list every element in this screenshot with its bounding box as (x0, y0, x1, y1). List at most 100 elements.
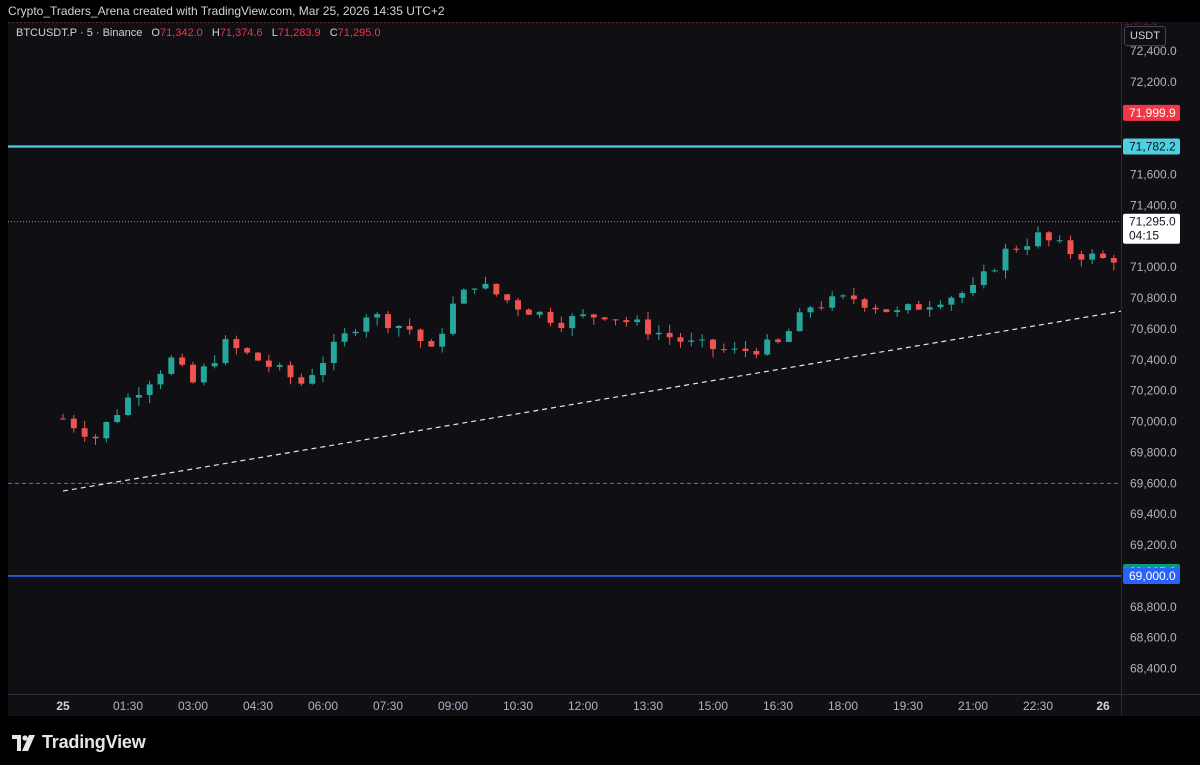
candle-body (179, 357, 186, 365)
candle-body (330, 341, 337, 364)
candle-body (244, 348, 251, 353)
candle-body (547, 311, 554, 323)
candle-body (818, 307, 825, 309)
last-price-tag-bg (1123, 213, 1180, 244)
high-value: 71,374.6 (219, 27, 263, 39)
candle (775, 338, 781, 344)
price-tick-label: 71,400.0 (1130, 199, 1177, 213)
candle-body (926, 307, 933, 310)
price-scale-canvas[interactable]: 72,400.072,200.071,800.071,600.071,400.0… (1119, 17, 1200, 694)
candle-body (775, 339, 781, 342)
candle-body (363, 317, 370, 332)
candle-body (504, 294, 511, 301)
ohlc-legend: BTCUSDT.P · 5 · Binance O71,342.0 H71,37… (16, 27, 381, 39)
candle-body (807, 307, 814, 313)
candle-body (742, 348, 749, 351)
candle (569, 313, 576, 336)
candle-body (937, 304, 944, 308)
close-key: C (329, 27, 338, 39)
candle (829, 291, 836, 311)
tradingview-logo[interactable]: TradingView (12, 732, 146, 753)
candle (298, 373, 305, 386)
candle-body (710, 339, 716, 350)
candle-body (1056, 240, 1063, 242)
support-price-tag: 69,000.0 (1129, 569, 1176, 583)
candle (850, 287, 857, 305)
candle (60, 413, 66, 420)
candle-body (677, 337, 684, 342)
time-scale[interactable]: 25 01:30 03:00 04:30 06:00 07:30 09:00 10:30 12:… (8, 694, 1121, 717)
candle (1089, 249, 1096, 265)
time-scale-canvas[interactable]: 25 01:30 03:00 04:30 06:00 07:30 09:00 10:30 12:… (8, 695, 1121, 717)
price-tick-label: 69,200.0 (1130, 538, 1177, 552)
candle (287, 361, 294, 385)
candle (645, 311, 651, 340)
candle (265, 354, 272, 373)
candle (872, 304, 879, 314)
candle (504, 293, 511, 304)
candle (525, 308, 532, 315)
low-value: 71,283.9 (277, 27, 321, 39)
candle (948, 295, 955, 311)
candle (785, 328, 792, 343)
candle-body (1045, 232, 1052, 241)
candle-body (948, 297, 955, 305)
candle (991, 268, 998, 273)
candle-body (1035, 232, 1041, 247)
time-tick-label: 19:30 (893, 699, 923, 713)
candle-body (450, 303, 456, 334)
candle-body (276, 365, 283, 367)
candle (905, 303, 911, 314)
candle-body (60, 418, 66, 420)
candle (179, 353, 186, 367)
scale-corner[interactable] (1121, 694, 1200, 717)
candle-body (612, 319, 619, 321)
chart-panel[interactable] (8, 22, 1121, 694)
price-scale[interactable]: 72,400.072,200.071,800.071,600.071,400.0… (1119, 17, 1200, 694)
candle (980, 264, 987, 289)
candle (558, 316, 565, 332)
candle-body (406, 325, 413, 330)
candle (341, 327, 348, 347)
candle-body (515, 300, 521, 310)
candle (190, 361, 196, 384)
candle (1056, 235, 1063, 244)
time-tick-label: 01:30 (113, 699, 143, 713)
time-tick-label: 22:30 (1023, 699, 1053, 713)
close-value: 71,295.0 (337, 27, 381, 39)
candle-body (558, 322, 565, 329)
candle-body (731, 348, 738, 350)
candle-body (385, 314, 391, 329)
symbol-label[interactable]: BTCUSDT.P · 5 · Binance (16, 27, 143, 39)
candle (309, 368, 316, 385)
candle-body (81, 428, 88, 437)
brand-name: TradingView (42, 732, 146, 752)
candle (81, 420, 88, 442)
candle-body (753, 350, 760, 355)
candle (244, 346, 251, 355)
candle-body (125, 397, 131, 415)
candle (742, 341, 749, 358)
candle-body (840, 295, 846, 297)
candle (450, 296, 456, 336)
candle-body (1100, 253, 1106, 258)
candle-body (601, 317, 608, 320)
candle-body (417, 329, 424, 341)
candle-body (374, 314, 381, 318)
currency-button[interactable]: USDT (1124, 26, 1166, 46)
candle (731, 342, 738, 354)
candle (796, 307, 803, 332)
candle-body (168, 357, 175, 374)
candle-body (70, 418, 77, 429)
time-tick-label: 21:00 (958, 699, 988, 713)
candles-group (60, 226, 1117, 445)
price-tick-label: 68,800.0 (1130, 600, 1177, 614)
time-tick-label: 07:30 (373, 699, 403, 713)
footer-bar (0, 716, 1200, 765)
chart-canvas[interactable] (8, 22, 1121, 694)
candle-body (222, 339, 229, 364)
candle (200, 363, 207, 386)
candle-body (905, 304, 911, 311)
candle (536, 311, 543, 319)
candle-body (634, 319, 641, 323)
